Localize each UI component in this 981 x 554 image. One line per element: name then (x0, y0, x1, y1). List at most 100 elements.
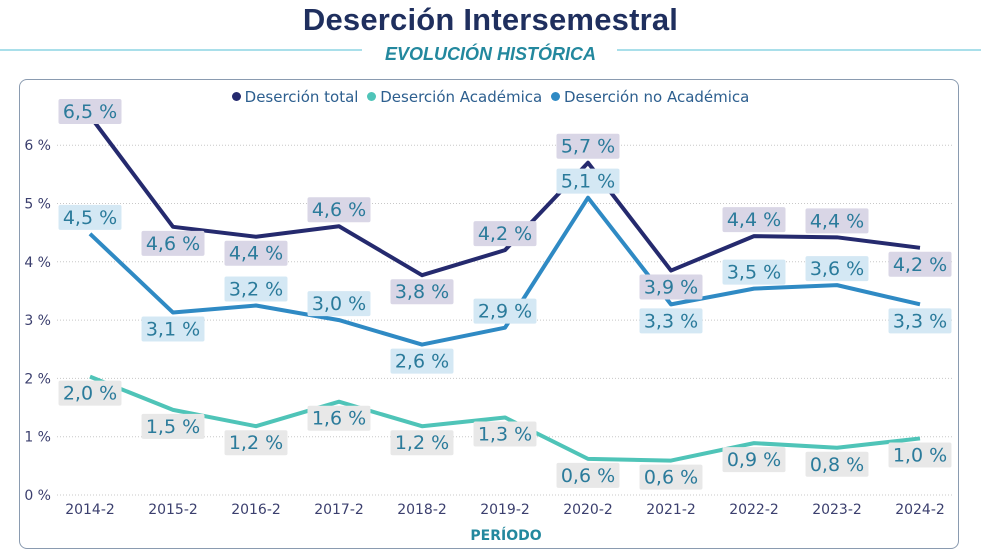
data-label: 4,5 % (63, 207, 117, 229)
data-label: 4,6 % (312, 199, 366, 221)
data-label: 3,6 % (810, 258, 864, 280)
y-tick-label: 4 % (24, 255, 51, 271)
data-label-bg (639, 308, 703, 334)
data-label: 2,9 % (478, 301, 532, 323)
data-label: 3,9 % (644, 277, 698, 299)
data-label: 5,7 % (561, 136, 615, 158)
data-label-bg (888, 308, 952, 334)
data-label-bg (556, 133, 620, 159)
data-label: 1,6 % (312, 408, 366, 430)
data-label: 5,1 % (561, 171, 615, 193)
data-label-bg (58, 204, 122, 230)
data-label-bg (805, 256, 869, 282)
series-line-total (88, 114, 921, 278)
data-label-bg (390, 348, 454, 374)
data-label: 1,2 % (229, 432, 283, 454)
legend-item-total[interactable]: Deserción total (231, 88, 359, 106)
data-label: 3,0 % (312, 293, 366, 315)
data-label: 0,9 % (727, 449, 781, 471)
x-axis-title: PERÍODO (470, 527, 541, 544)
data-label: 4,4 % (810, 210, 864, 232)
x-tick-label: 2014-2 (65, 502, 115, 518)
subtitle-rule-left (0, 49, 362, 51)
x-tick-label: 2017-2 (314, 502, 364, 518)
data-label-bg (473, 298, 537, 324)
data-label-bg (805, 208, 869, 234)
data-label-bg (639, 274, 703, 300)
y-tick-label: 5 % (24, 197, 51, 213)
x-tick-label: 2020-2 (563, 502, 613, 518)
chart-legend: Deserción total Deserción Académica Dese… (0, 88, 981, 106)
data-label-bg (556, 168, 620, 194)
data-label: 6,5 % (63, 101, 117, 123)
data-label-bg (805, 451, 869, 477)
data-label: 3,8 % (395, 281, 449, 303)
legend-dot-icon (550, 92, 560, 101)
data-label-bg (307, 405, 371, 431)
data-label: 0,8 % (810, 454, 864, 476)
data-label-bg (722, 207, 786, 233)
data-label: 4,4 % (727, 209, 781, 231)
legend-label: Deserción total (244, 88, 359, 106)
data-label: 1,2 % (395, 432, 449, 454)
data-label-bg (722, 259, 786, 285)
data-label: 1,3 % (478, 423, 532, 445)
data-label: 1,0 % (893, 444, 947, 466)
data-label-bg (722, 447, 786, 473)
data-label-bg (307, 197, 371, 223)
data-label: 2,6 % (395, 351, 449, 373)
data-label-bg (888, 251, 952, 277)
legend-item-no-academica[interactable]: Deserción no Académica (550, 88, 750, 106)
data-label: 3,3 % (644, 310, 698, 332)
x-tick-label: 2022-2 (729, 502, 779, 518)
y-tick-label: 0 % (24, 488, 51, 504)
data-label: 0,6 % (644, 467, 698, 489)
data-label: 1,5 % (146, 416, 200, 438)
data-label-bg (390, 430, 454, 456)
x-tick-label: 2019-2 (480, 502, 530, 518)
data-label-bg (224, 430, 288, 456)
data-label: 2,0 % (63, 383, 117, 405)
data-label: 3,5 % (727, 262, 781, 284)
data-label-bg (473, 421, 537, 447)
data-label: 3,3 % (893, 310, 947, 332)
y-tick-label: 3 % (24, 313, 51, 329)
data-label: 4,2 % (478, 223, 532, 245)
subtitle-rule-right (617, 49, 981, 51)
y-tick-label: 1 % (24, 430, 51, 446)
data-label: 3,1 % (146, 319, 200, 341)
x-tick-label: 2016-2 (231, 502, 281, 518)
x-tick-label: 2021-2 (646, 502, 696, 518)
page-title: Deserción Intersemestral (302, 2, 679, 37)
x-tick-label: 2024-2 (895, 502, 945, 518)
data-label-bg (639, 464, 703, 490)
data-label-bg (141, 230, 205, 256)
y-tick-label: 6 % (24, 138, 51, 154)
legend-item-academica[interactable]: Deserción Académica (367, 88, 542, 106)
page-subtitle: EVOLUCIÓN HISTÓRICA (384, 44, 596, 64)
data-label-bg (556, 462, 620, 488)
data-label: 0,6 % (561, 465, 615, 487)
data-label-bg (307, 291, 371, 317)
legend-dot-icon (367, 92, 377, 101)
data-label-bg (224, 240, 288, 266)
subtitle-row: EVOLUCIÓN HISTÓRICA (0, 44, 981, 70)
data-label-bg (473, 221, 537, 247)
x-tick-label: 2023-2 (812, 502, 862, 518)
x-tick-label: 2018-2 (397, 502, 447, 518)
data-label: 4,2 % (893, 254, 947, 276)
x-tick-label: 2015-2 (148, 502, 198, 518)
data-label-bg (224, 276, 288, 302)
data-label-bg (58, 380, 122, 406)
data-label-bg (141, 316, 205, 342)
series-line-no-academica (88, 195, 921, 347)
data-label-bg (390, 279, 454, 305)
series-line-academica (89, 374, 921, 463)
data-label-bg (58, 99, 122, 124)
y-tick-label: 2 % (24, 371, 51, 387)
legend-label: Deserción no Académica (563, 88, 750, 106)
legend-label: Deserción Académica (380, 88, 543, 106)
data-label: 4,6 % (146, 233, 200, 255)
data-label: 4,4 % (229, 243, 283, 265)
